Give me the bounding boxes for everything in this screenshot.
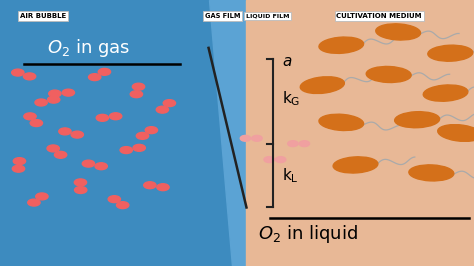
Circle shape (24, 113, 36, 120)
Text: $O_2$ in liquid: $O_2$ in liquid (258, 223, 358, 245)
Circle shape (145, 127, 157, 134)
Ellipse shape (409, 165, 454, 181)
Circle shape (163, 100, 175, 107)
Circle shape (35, 99, 47, 106)
Text: LIQUID FILM: LIQUID FILM (246, 14, 290, 18)
Text: $O_2$ in gas: $O_2$ in gas (47, 37, 131, 59)
Circle shape (74, 186, 87, 193)
Circle shape (137, 132, 149, 139)
Circle shape (252, 135, 262, 141)
Ellipse shape (319, 37, 364, 53)
Ellipse shape (333, 157, 378, 173)
Text: k$_\mathregular{L}$: k$_\mathregular{L}$ (282, 166, 299, 185)
Circle shape (89, 74, 101, 81)
Ellipse shape (395, 112, 439, 128)
Circle shape (12, 69, 24, 76)
Circle shape (47, 96, 60, 103)
Ellipse shape (428, 45, 473, 61)
Circle shape (98, 68, 110, 75)
Circle shape (47, 145, 59, 152)
Circle shape (74, 179, 87, 186)
Circle shape (130, 91, 143, 98)
Circle shape (55, 151, 67, 158)
Bar (246, 0, 474, 266)
Ellipse shape (366, 66, 411, 82)
Circle shape (62, 89, 74, 96)
Circle shape (156, 106, 169, 113)
Circle shape (132, 83, 145, 90)
Circle shape (59, 128, 71, 135)
Circle shape (13, 158, 26, 165)
Circle shape (133, 144, 146, 151)
Text: a: a (282, 54, 292, 69)
Circle shape (12, 165, 25, 172)
Circle shape (30, 120, 43, 127)
Polygon shape (209, 0, 246, 266)
Ellipse shape (438, 125, 474, 141)
Circle shape (82, 160, 95, 167)
Circle shape (95, 163, 107, 170)
Text: k$_\mathregular{G}$: k$_\mathregular{G}$ (282, 89, 301, 108)
Circle shape (157, 184, 169, 191)
Text: GAS FILM: GAS FILM (205, 13, 240, 19)
Ellipse shape (319, 114, 364, 131)
Text: CULTIVATION MEDIUM: CULTIVATION MEDIUM (337, 13, 422, 19)
Circle shape (120, 147, 132, 153)
Circle shape (28, 199, 40, 206)
Circle shape (264, 157, 274, 163)
Text: AIR BUBBLE: AIR BUBBLE (19, 13, 66, 19)
Circle shape (49, 90, 61, 97)
Circle shape (275, 157, 286, 163)
Circle shape (108, 196, 120, 203)
Circle shape (117, 202, 129, 209)
Circle shape (71, 131, 83, 138)
Circle shape (299, 141, 310, 147)
Circle shape (23, 73, 36, 80)
Circle shape (109, 113, 122, 120)
Ellipse shape (423, 85, 468, 101)
Circle shape (144, 182, 156, 189)
Circle shape (288, 141, 298, 147)
Circle shape (96, 114, 109, 121)
Ellipse shape (300, 77, 345, 93)
Ellipse shape (376, 24, 420, 40)
Circle shape (240, 135, 251, 141)
Circle shape (36, 193, 48, 200)
